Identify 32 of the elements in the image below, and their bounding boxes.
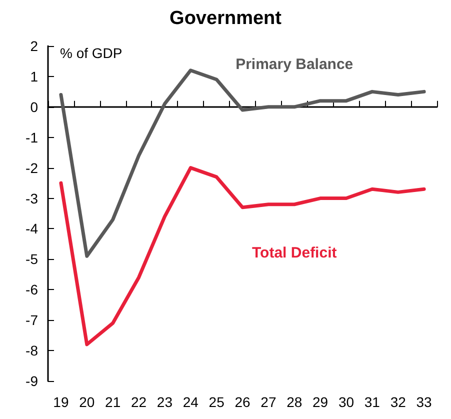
line-series — [59, 166, 426, 346]
x-tick-label: 22 — [130, 394, 147, 410]
x-tick-label: 20 — [79, 394, 95, 410]
y-tick-label: 1 — [30, 68, 38, 84]
x-tick-label: 32 — [390, 394, 406, 410]
text: Total Deficit — [252, 244, 337, 262]
y-tick-label: 2 — [30, 38, 38, 54]
x-tick-label: 23 — [156, 394, 173, 410]
x-tick-label: 28 — [286, 394, 302, 410]
x-tick-label: 27 — [260, 394, 276, 410]
x-tick-label: 29 — [312, 394, 328, 410]
series-label: Primary Balance — [236, 56, 354, 73]
y-tick-label: -8 — [26, 342, 38, 359]
x-tick-label: 30 — [338, 394, 354, 410]
y-tick-label: -1 — [26, 129, 38, 146]
y-tick-label: -6 — [26, 282, 38, 298]
y-tick-label: -9 — [26, 373, 38, 389]
chart-title: Government — [170, 8, 282, 29]
x-tick-label: 19 — [53, 394, 69, 410]
x-tick-label: 21 — [105, 394, 121, 410]
x-tick-label: 25 — [208, 394, 225, 410]
y-axis-title: % of GDP — [60, 45, 122, 61]
x-tick-label: 26 — [234, 394, 250, 410]
y-tick-label: -4 — [26, 220, 38, 237]
y-tick-label: 0 — [30, 98, 38, 115]
y-tick-label: -2 — [26, 160, 38, 176]
x-tick-label: 24 — [182, 394, 199, 410]
y-tick-label: -5 — [26, 251, 38, 268]
y-tick-label: -7 — [26, 312, 38, 328]
y-tick-label: -3 — [26, 190, 38, 206]
x-tick-label: 31 — [364, 394, 380, 410]
x-tick-label: 33 — [416, 394, 432, 410]
